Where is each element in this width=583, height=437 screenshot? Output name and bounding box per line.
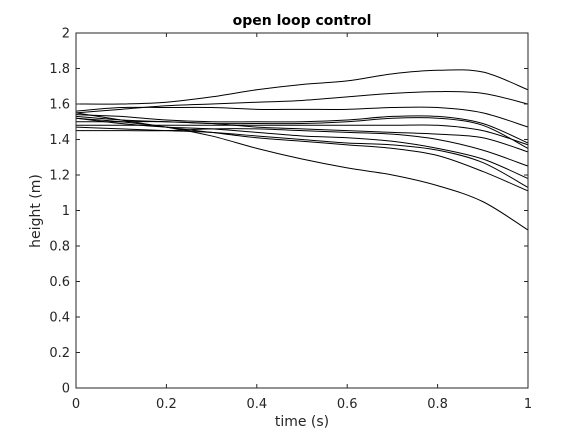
y-tick-label: 1.6: [49, 98, 70, 113]
x-tick-label: 0.4: [246, 397, 267, 412]
series-line-2: [75, 91, 529, 114]
series-line-10: [75, 126, 529, 188]
y-tick-label: 0.8: [49, 240, 70, 255]
y-tick-label: 0.6: [49, 275, 70, 290]
y-tick-label: 2: [62, 27, 70, 42]
series-line-12: [75, 117, 529, 231]
y-ticks: 0 0.2 0.4 0.6 0.8 1 1.2 1.4 1.6 1.8 2: [49, 27, 528, 397]
x-tick-label: 1: [524, 397, 532, 412]
y-tick-label: 1.4: [49, 133, 70, 148]
y-tick-label: 0: [62, 382, 70, 397]
x-tick-label: 0.8: [427, 397, 448, 412]
y-tick-label: 0.4: [49, 311, 70, 326]
series-line-9: [75, 117, 529, 180]
y-tick-label: 0.2: [49, 346, 70, 361]
series-line-3: [75, 106, 529, 128]
series-line-7: [75, 115, 529, 153]
y-tick-label: 1: [62, 204, 70, 219]
series-line-1: [75, 69, 529, 105]
series-line-4: [75, 114, 529, 144]
x-tick-label: 0.2: [156, 397, 177, 412]
y-axis-label: height (m): [28, 174, 44, 248]
x-tick-label: 0.6: [337, 397, 358, 412]
chart-title: open loop control: [233, 13, 372, 29]
x-tick-label: 0: [72, 397, 80, 412]
y-tick-label: 1.8: [49, 62, 70, 77]
series-layer: [75, 69, 529, 231]
series-line-8: [76, 128, 529, 167]
plot-background: [76, 33, 528, 388]
x-ticks: 0 0.2 0.4 0.6 0.8 1: [72, 33, 532, 412]
x-axis-label: time (s): [275, 414, 329, 430]
y-tick-label: 1.2: [49, 169, 70, 184]
